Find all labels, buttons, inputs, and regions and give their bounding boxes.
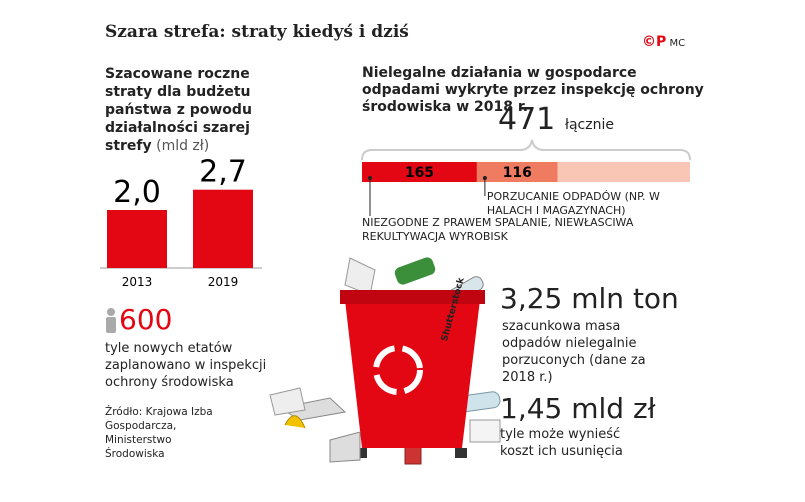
bar-chart-title: Szacowane roczne straty dla budżetu pańs… [105,66,252,154]
bar-chart-heading: Szacowane roczne straty dla budżetu pańs… [105,65,285,155]
stat-text: szacunkowa masa odpadów nielegalnie porz… [502,319,646,385]
total: 471 [498,102,556,137]
value-label: 2,7 [199,155,247,190]
segment-label: 165 [405,165,434,181]
person-icon [107,308,115,316]
value-label: 2,0 [113,175,161,210]
segment-label: 116 [503,165,532,181]
logo-text: MC [669,38,686,49]
bar [107,210,167,268]
hbar-title: Nielegalne działania w gospodarce odpada… [362,65,704,115]
brace [361,139,691,161]
unit: (mld zł) [156,138,210,154]
bar-segment [362,162,477,182]
stat-text: tyle nowych etatów zaplanowano w inspekc… [105,341,267,390]
bar-segment [557,162,690,182]
segment-name: NIEZGODNE Z PRAWEM SPALANIE, NIEWŁAŚCIWA… [362,216,637,244]
total-label: łącznie [565,117,614,133]
stat-value: 1,45 mld zł [500,392,656,425]
x-tick-label: 2019 [208,275,239,289]
stat-text: tyle może wynieść koszt ich usunięcia [500,427,623,459]
trash-illustration [269,257,501,465]
stat-value: 600 [119,303,173,336]
x-tick-label: 2013 [122,275,153,289]
logo: ©P MC [642,34,686,50]
person-icon [106,317,116,333]
source: Źródło: Krajowa Izba Gospodarcza, Minist… [105,406,213,460]
segment-name: PORZUCANIE ODPADÓW (NP. W HALACH I MAGAZ… [486,190,687,218]
stat-value: 3,25 mln ton [500,282,679,315]
bar [193,189,253,268]
title: Szara strefa: straty kiedyś i dziś [105,22,409,42]
bar-segment [476,162,558,182]
